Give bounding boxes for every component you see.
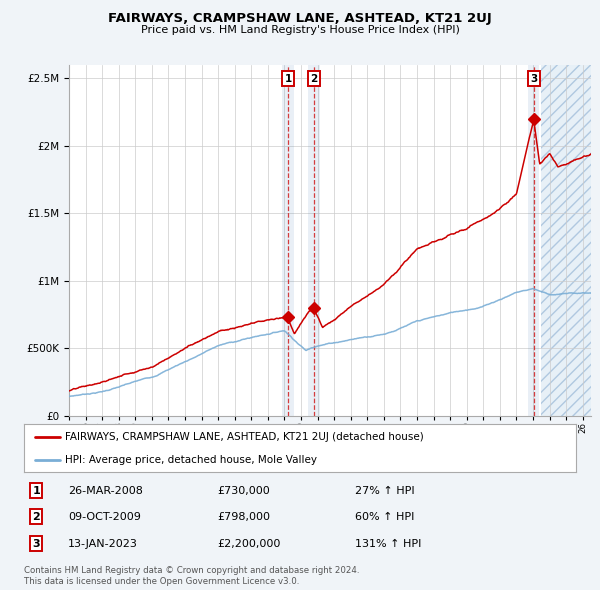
Bar — [541, 65, 591, 416]
Text: £798,000: £798,000 — [217, 512, 270, 522]
Text: Price paid vs. HM Land Registry's House Price Index (HPI): Price paid vs. HM Land Registry's House … — [140, 25, 460, 35]
Text: 26-MAR-2008: 26-MAR-2008 — [68, 486, 143, 496]
Bar — [283, 65, 294, 416]
Text: £2,200,000: £2,200,000 — [217, 539, 281, 549]
Text: 60% ↑ HPI: 60% ↑ HPI — [355, 512, 415, 522]
Bar — [528, 65, 539, 416]
Text: 2: 2 — [310, 74, 317, 84]
Text: 1: 1 — [284, 74, 292, 84]
Text: 131% ↑ HPI: 131% ↑ HPI — [355, 539, 422, 549]
Text: Contains HM Land Registry data © Crown copyright and database right 2024.: Contains HM Land Registry data © Crown c… — [24, 566, 359, 575]
Text: 09-OCT-2009: 09-OCT-2009 — [68, 512, 141, 522]
Text: This data is licensed under the Open Government Licence v3.0.: This data is licensed under the Open Gov… — [24, 577, 299, 586]
Text: 1: 1 — [32, 486, 40, 496]
Text: HPI: Average price, detached house, Mole Valley: HPI: Average price, detached house, Mole… — [65, 455, 317, 465]
Text: 3: 3 — [530, 74, 537, 84]
Text: £730,000: £730,000 — [217, 486, 270, 496]
Text: 13-JAN-2023: 13-JAN-2023 — [68, 539, 138, 549]
Text: 2: 2 — [32, 512, 40, 522]
Bar — [541, 65, 591, 416]
Text: 27% ↑ HPI: 27% ↑ HPI — [355, 486, 415, 496]
Text: FAIRWAYS, CRAMPSHAW LANE, ASHTEAD, KT21 2UJ: FAIRWAYS, CRAMPSHAW LANE, ASHTEAD, KT21 … — [108, 12, 492, 25]
Text: 3: 3 — [32, 539, 40, 549]
Text: FAIRWAYS, CRAMPSHAW LANE, ASHTEAD, KT21 2UJ (detached house): FAIRWAYS, CRAMPSHAW LANE, ASHTEAD, KT21 … — [65, 432, 424, 442]
Bar — [308, 65, 320, 416]
